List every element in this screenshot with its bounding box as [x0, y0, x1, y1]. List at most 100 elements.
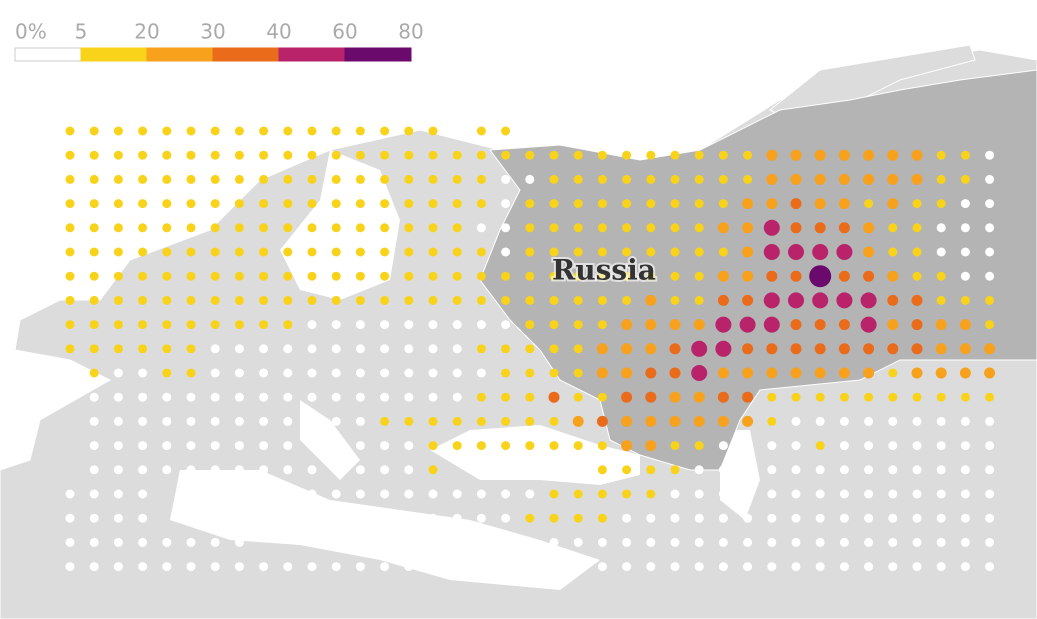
data-dot [331, 223, 341, 233]
data-dot [259, 295, 269, 305]
data-dot [985, 295, 995, 305]
data-dot [89, 223, 99, 233]
data-dot [622, 537, 632, 547]
data-dot [380, 562, 390, 572]
data-dot [307, 392, 317, 402]
data-dot [355, 199, 365, 209]
data-dot [234, 392, 244, 402]
data-dot [428, 320, 438, 330]
data-dot [186, 441, 196, 451]
data-dot [525, 199, 535, 209]
data-dot [549, 489, 559, 499]
data-dot [210, 344, 220, 354]
data-dot [646, 150, 656, 160]
data-dot [234, 489, 244, 499]
data-dot [331, 441, 341, 451]
data-dot [331, 392, 341, 402]
data-dot [888, 513, 898, 523]
data-dot [501, 513, 511, 523]
data-dot [864, 465, 874, 475]
data-dot [186, 199, 196, 209]
data-dot [573, 537, 583, 547]
data-dot [525, 392, 535, 402]
data-dot [597, 199, 607, 209]
data-dot [404, 416, 414, 426]
data-dot [113, 392, 123, 402]
legend-tick-label: 5 [75, 20, 88, 44]
data-dot [186, 416, 196, 426]
data-dot [718, 513, 728, 523]
data-dot [838, 319, 850, 331]
data-dot [984, 367, 996, 379]
data-dot [89, 562, 99, 572]
data-dot [621, 415, 633, 427]
data-dot [259, 271, 269, 281]
data-dot [452, 392, 462, 402]
data-dot [476, 247, 486, 257]
data-dot [743, 562, 753, 572]
data-dot [89, 247, 99, 257]
legend-tick-label: 40 [266, 20, 291, 44]
data-dot [573, 223, 583, 233]
data-dot [670, 199, 680, 209]
data-dot [525, 537, 535, 547]
data-dot [331, 247, 341, 257]
data-dot [743, 537, 753, 547]
data-dot [307, 465, 317, 475]
data-dot [259, 126, 269, 136]
data-dot [912, 537, 922, 547]
data-dot [621, 319, 633, 331]
data-dot [404, 465, 414, 475]
data-dot [718, 150, 728, 160]
data-dot [380, 295, 390, 305]
data-dot [935, 343, 947, 355]
data-dot [307, 344, 317, 354]
data-dot [960, 295, 970, 305]
data-dot [331, 174, 341, 184]
data-dot [597, 441, 607, 451]
data-dot [767, 513, 777, 523]
data-dot [186, 150, 196, 160]
data-dot [549, 368, 559, 378]
data-dot [935, 319, 947, 331]
data-dot [89, 174, 99, 184]
data-dot [790, 367, 802, 379]
data-dot [718, 489, 728, 499]
data-dot [839, 416, 849, 426]
data-dot [404, 344, 414, 354]
data-dot [355, 344, 365, 354]
data-dot [912, 465, 922, 475]
data-dot [742, 415, 754, 427]
data-dot [186, 465, 196, 475]
data-dot [452, 174, 462, 184]
data-dot [622, 295, 632, 305]
data-dot [452, 562, 462, 572]
data-dot [766, 173, 778, 185]
data-dot [694, 562, 704, 572]
data-dot [476, 320, 486, 330]
data-dot [836, 244, 853, 260]
data-dot [65, 320, 75, 330]
data-dot [912, 513, 922, 523]
data-dot [428, 513, 438, 523]
data-dot [717, 222, 729, 234]
data-dot [331, 344, 341, 354]
data-dot [670, 271, 680, 281]
data-dot [960, 441, 970, 451]
data-dot [838, 198, 850, 210]
data-dot [501, 271, 511, 281]
data-dot [936, 562, 946, 572]
data-dot [138, 344, 148, 354]
data-dot [428, 174, 438, 184]
data-dot [452, 199, 462, 209]
data-dot [355, 416, 365, 426]
data-dot [331, 465, 341, 475]
data-dot [693, 415, 705, 427]
data-dot [307, 320, 317, 330]
data-dot [428, 126, 438, 136]
data-dot [476, 223, 486, 233]
data-dot [742, 294, 754, 306]
data-dot [670, 537, 680, 547]
data-dot [839, 489, 849, 499]
data-dot [113, 320, 123, 330]
